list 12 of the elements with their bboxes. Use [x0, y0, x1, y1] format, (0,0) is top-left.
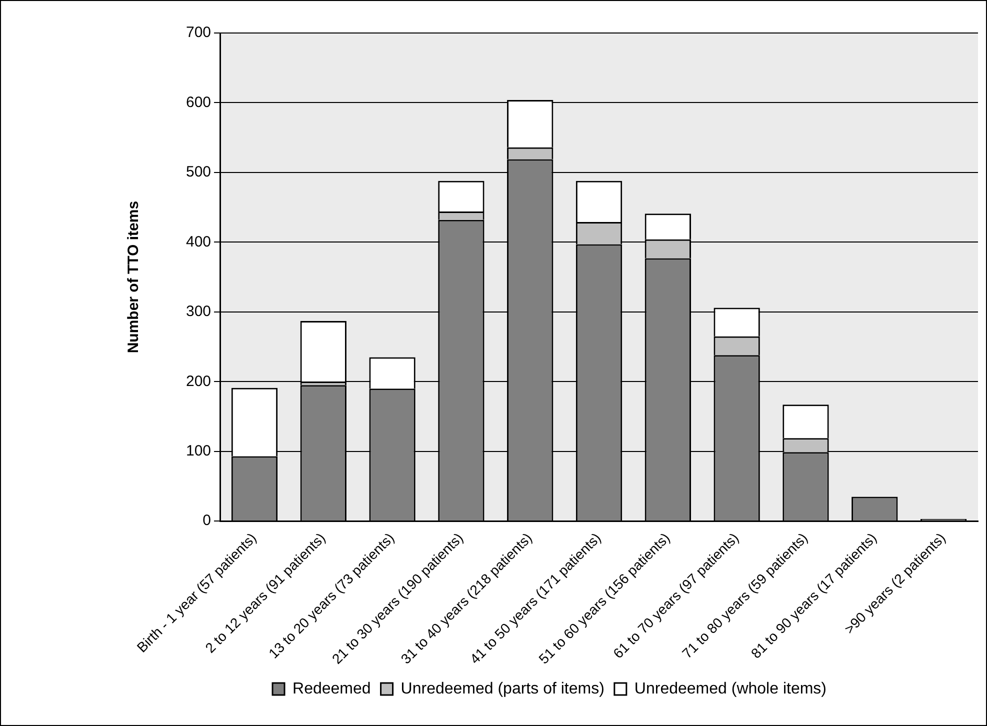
y-tick-label: 100: [186, 442, 212, 460]
y-tick-label: 300: [186, 303, 212, 320]
y-tick-label: 400: [186, 233, 212, 250]
y-tick-label: 0: [202, 512, 212, 530]
y-tick-label: 700: [186, 24, 212, 42]
y-axis-title: Number of TTO items: [125, 200, 142, 354]
y-tick-label: 600: [186, 94, 212, 111]
y-tick-label: 200: [186, 372, 212, 390]
legend-label: Redeemed: [292, 680, 371, 698]
legend-label: Unredeemed (whole items): [634, 680, 826, 698]
y-tick-label: 500: [186, 164, 212, 181]
legend-label: Unredeemed (parts of items): [400, 680, 604, 698]
